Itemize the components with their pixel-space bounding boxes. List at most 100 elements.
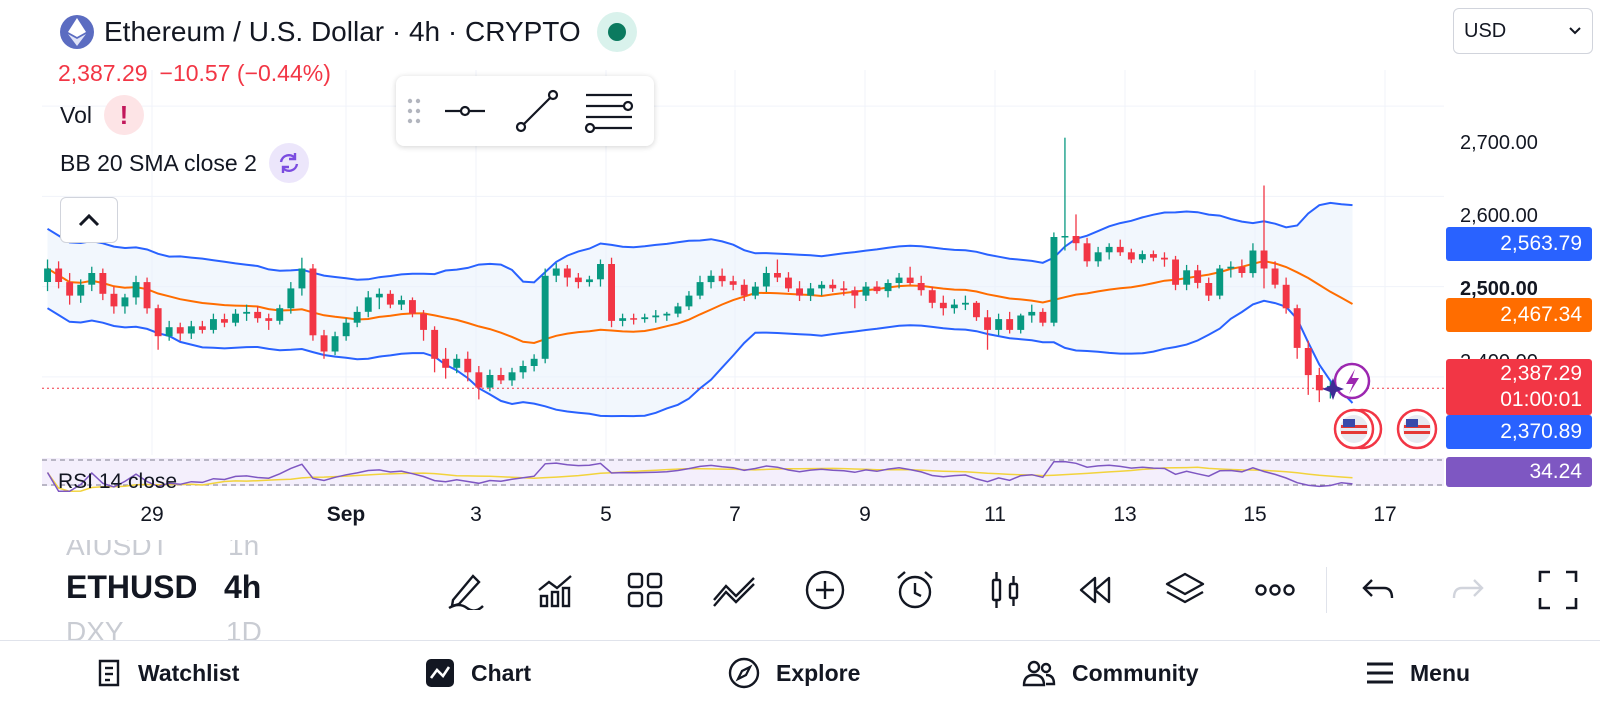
- candle-body: [840, 288, 848, 291]
- more-button[interactable]: [1230, 560, 1320, 620]
- candle: [398, 295, 405, 311]
- candle: [1271, 261, 1279, 289]
- add-button[interactable]: [780, 560, 870, 620]
- candle-body: [630, 318, 638, 320]
- nav-watchlist[interactable]: Watchlist: [96, 653, 239, 693]
- market-status-icon[interactable]: [596, 12, 637, 52]
- candle: [1105, 243, 1113, 260]
- layouts-button[interactable]: [600, 560, 690, 620]
- candle-body: [165, 327, 173, 337]
- candle: [718, 268, 726, 287]
- indicators-button[interactable]: [510, 560, 600, 620]
- candle: [176, 322, 184, 341]
- wheel-current-interval[interactable]: 4h: [224, 569, 262, 605]
- replay-button[interactable]: [1050, 560, 1140, 620]
- candle: [829, 279, 837, 292]
- volume-indicator-legend[interactable]: Vol !: [60, 95, 144, 135]
- candle: [729, 275, 737, 291]
- time-axis-tick: Sep: [326, 503, 366, 526]
- candle-body: [265, 318, 273, 321]
- candle-body: [1061, 236, 1069, 238]
- candle: [563, 264, 571, 287]
- candle: [1039, 308, 1047, 327]
- candle-body: [1315, 375, 1323, 391]
- candle: [707, 270, 715, 289]
- time-axis-tick: 7: [729, 503, 741, 526]
- bollinger-indicator-legend[interactable]: BB 20 SMA close 2: [60, 143, 309, 183]
- candle-body: [353, 311, 361, 323]
- candle-body: [973, 302, 980, 318]
- symbol-wheel[interactable]: AIUSDT 1h ETHUSD 4h DXY 1D: [0, 540, 300, 640]
- candle-body: [409, 300, 416, 314]
- symbol-header[interactable]: Ethereum / U.S. Dollar · 4h · CRYPTO: [60, 12, 637, 52]
- candle: [928, 286, 936, 309]
- toolbar-divider: [1326, 567, 1327, 613]
- candle-body: [1017, 315, 1025, 330]
- nav-menu-label: Menu: [1410, 659, 1471, 686]
- candle: [121, 293, 129, 314]
- us-flag-event-marker[interactable]: [1396, 408, 1438, 450]
- price-chart[interactable]: [0, 0, 1600, 500]
- redo-button[interactable]: [1423, 560, 1513, 620]
- candle: [331, 331, 339, 356]
- candle-body: [110, 293, 118, 307]
- drawing-tools-button[interactable]: [420, 560, 510, 620]
- candle-body: [574, 277, 582, 283]
- wheel-current-symbol[interactable]: ETHUSD: [66, 569, 196, 605]
- drag-handle-icon[interactable]: [406, 97, 422, 125]
- candle-body: [375, 293, 383, 298]
- volume-indicator-label[interactable]: Vol: [60, 101, 92, 128]
- candle-body: [1216, 268, 1224, 296]
- layers-button[interactable]: [1140, 560, 1230, 620]
- candle-body: [1304, 348, 1312, 376]
- bar-countdown: 01:00:01: [1500, 388, 1582, 411]
- us-flag-event-marker[interactable]: [1333, 408, 1383, 450]
- candle-body: [198, 326, 206, 330]
- undo-button[interactable]: [1333, 560, 1423, 620]
- nav-community[interactable]: Community: [1022, 653, 1199, 693]
- candle: [1293, 304, 1301, 359]
- horizontal-line-tool-button[interactable]: [436, 86, 494, 136]
- nav-explore[interactable]: Explore: [728, 653, 860, 693]
- candle-body: [1227, 266, 1235, 269]
- alert-button[interactable]: [870, 560, 960, 620]
- last-price-label: 2,387.29 01:00:01: [1446, 359, 1592, 415]
- price-change: −10.57 (−0.44%): [159, 60, 331, 86]
- currency-select[interactable]: USD: [1453, 8, 1593, 54]
- collapse-legend-button[interactable]: [60, 197, 118, 243]
- warning-icon[interactable]: !: [103, 95, 144, 135]
- fib-retracement-tool-button[interactable]: [580, 86, 638, 136]
- fullscreen-button[interactable]: [1513, 560, 1600, 620]
- candle: [1006, 311, 1014, 334]
- compare-button[interactable]: [690, 560, 780, 620]
- symbol-title[interactable]: Ethereum / U.S. Dollar · 4h · CRYPTO: [104, 16, 581, 47]
- trend-line-tool-button[interactable]: [508, 86, 566, 136]
- candle-body: [939, 302, 947, 309]
- candle-body: [276, 308, 284, 321]
- redo-icon: [1452, 579, 1484, 599]
- candle: [221, 313, 228, 328]
- wheel-prev-symbol[interactable]: AIUSDT: [66, 540, 169, 561]
- candle-body: [751, 286, 759, 296]
- candle-body: [740, 284, 748, 296]
- candle: [1205, 277, 1213, 302]
- candle: [1116, 239, 1124, 256]
- candle-body: [928, 290, 936, 303]
- sync-icon[interactable]: [268, 143, 309, 183]
- nav-menu[interactable]: Menu: [1366, 653, 1470, 693]
- wheel-prev-interval[interactable]: 1h: [228, 540, 260, 561]
- candle-body: [497, 375, 505, 381]
- wheel-next-symbol[interactable]: DXY: [66, 616, 124, 640]
- candle-body: [818, 284, 826, 289]
- rsi-indicator-label[interactable]: RSI 14 close: [58, 470, 178, 493]
- wheel-next-interval[interactable]: 1D: [226, 616, 262, 640]
- chart-type-button[interactable]: [960, 560, 1050, 620]
- candle: [1260, 185, 1268, 289]
- candle: [1183, 264, 1191, 291]
- bollinger-indicator-label[interactable]: BB 20 SMA close 2: [60, 149, 257, 176]
- nav-chart[interactable]: Chart: [425, 653, 531, 693]
- candle-body: [950, 304, 958, 309]
- candle-body: [1260, 250, 1268, 269]
- time-axis-tick: 13: [1113, 503, 1137, 526]
- lightning-marker[interactable]: [1322, 362, 1371, 400]
